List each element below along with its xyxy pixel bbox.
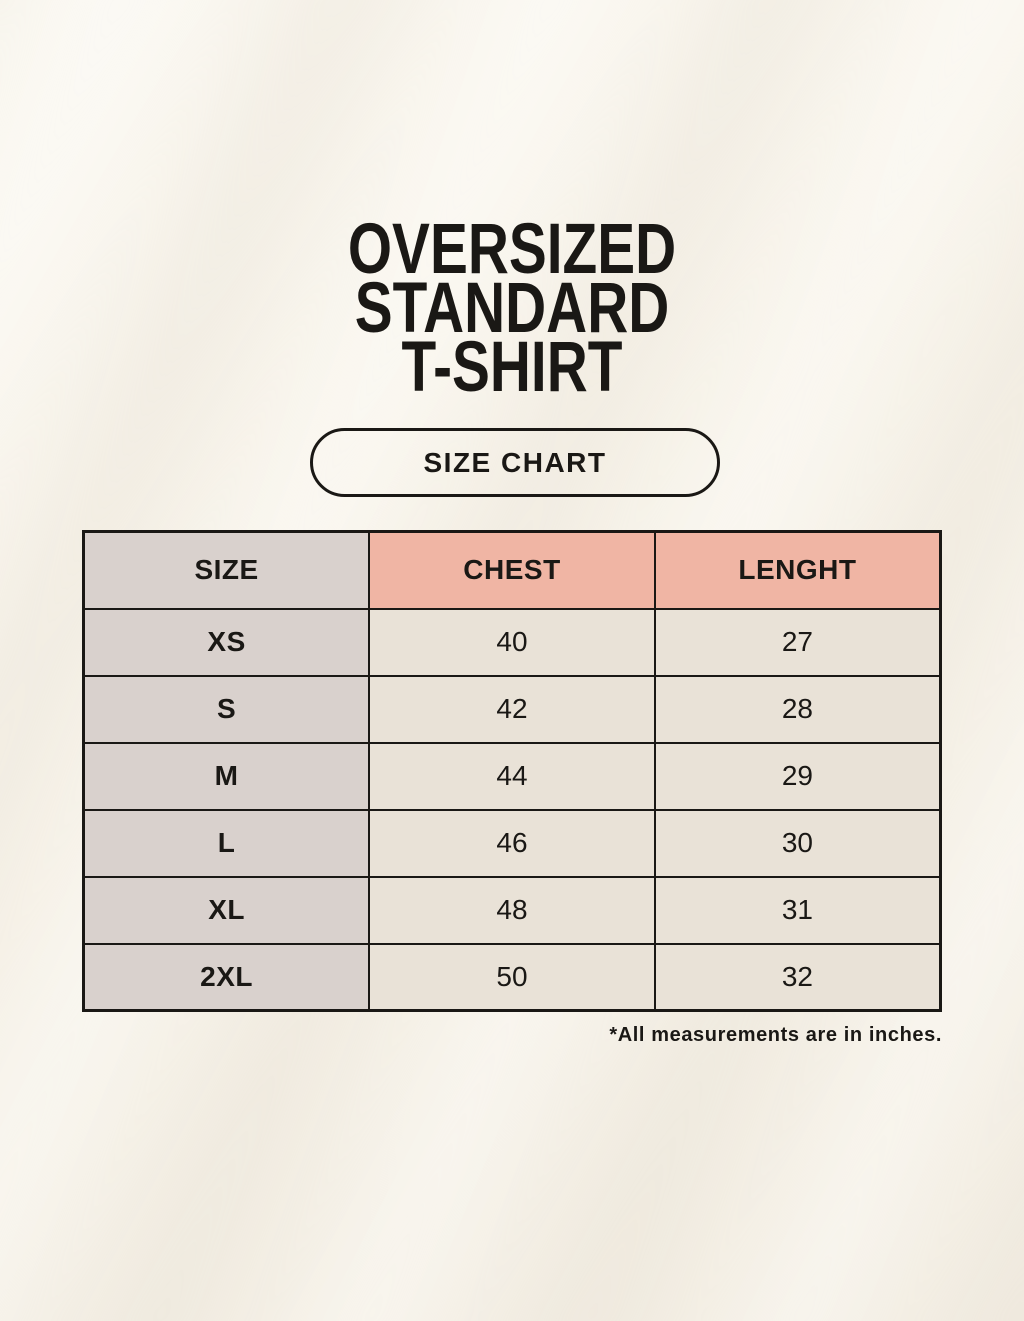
- lenght-cell: 30: [653, 808, 942, 878]
- lenght-cell: 27: [653, 607, 942, 677]
- table-row: M 44 29: [82, 741, 942, 811]
- table-row: L 46 30: [82, 808, 942, 878]
- chest-cell: 44: [368, 741, 656, 811]
- table-row: XL 48 31: [82, 875, 942, 945]
- table-header-row: SIZE CHEST LENGHT: [82, 530, 942, 610]
- chest-cell: 48: [368, 875, 656, 945]
- size-table: SIZE CHEST LENGHT XS 40 27 S 42 28 M 44 …: [82, 530, 942, 1012]
- title-line-1: OVERSIZED: [347, 210, 677, 289]
- measurements-footnote: *All measurements are in inches.: [609, 1024, 942, 1046]
- lenght-cell: 31: [653, 875, 942, 945]
- column-header-size: SIZE: [82, 530, 371, 610]
- size-chart-button[interactable]: SIZE CHART: [310, 428, 720, 497]
- size-cell: M: [82, 741, 371, 811]
- table-row: XS 40 27: [82, 607, 942, 677]
- lenght-cell: 28: [653, 674, 942, 744]
- table-row: S 42 28: [82, 674, 942, 744]
- lenght-cell: 32: [653, 942, 942, 1012]
- size-cell: L: [82, 808, 371, 878]
- size-cell: XS: [82, 607, 371, 677]
- chest-cell: 50: [368, 942, 656, 1012]
- title-line-3: T-SHIRT: [401, 328, 623, 407]
- chest-cell: 40: [368, 607, 656, 677]
- size-cell: 2XL: [82, 942, 371, 1012]
- chest-cell: 46: [368, 808, 656, 878]
- table-row: 2XL 50 32: [82, 942, 942, 1012]
- lenght-cell: 29: [653, 741, 942, 811]
- column-header-chest: CHEST: [368, 530, 656, 610]
- size-cell: S: [82, 674, 371, 744]
- title-line-2: STANDARD: [354, 269, 670, 348]
- page-title: OVERSIZED STANDARD T-SHIRT: [102, 210, 921, 407]
- size-cell: XL: [82, 875, 371, 945]
- column-header-lenght: LENGHT: [653, 530, 942, 610]
- size-chart-button-label: SIZE CHART: [423, 446, 607, 478]
- chest-cell: 42: [368, 674, 656, 744]
